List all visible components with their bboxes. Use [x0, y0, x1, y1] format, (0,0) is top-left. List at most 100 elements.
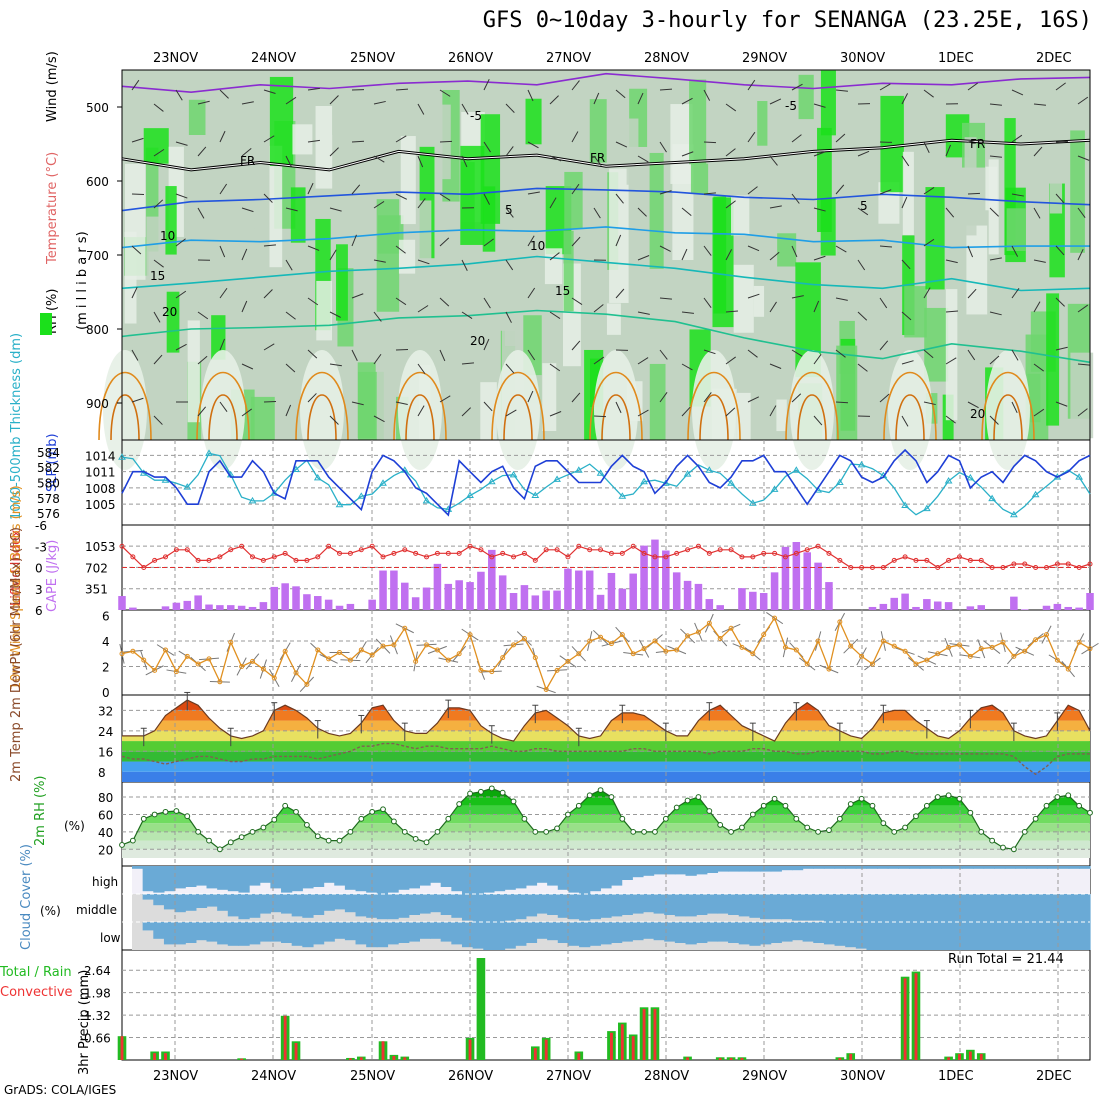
rh-dry-bubble — [496, 350, 540, 470]
cape-bar — [509, 593, 518, 610]
wind10-point — [695, 629, 701, 635]
cape-bar — [933, 601, 942, 610]
cloud-cell — [355, 866, 367, 892]
wind-barb — [1055, 140, 1069, 143]
wind-barb — [791, 193, 800, 204]
wind-barb — [527, 89, 534, 102]
rh-point — [434, 828, 441, 835]
cloud-cell — [270, 894, 282, 913]
rh-patch — [798, 74, 814, 120]
wind-barb — [901, 360, 914, 365]
li-point — [1076, 565, 1082, 570]
precip-conv-bar — [164, 1053, 167, 1060]
wind10-point — [511, 642, 517, 648]
wind-barb — [307, 139, 320, 143]
li-point — [478, 547, 484, 553]
precip-conv-bar — [979, 1053, 983, 1060]
li-tick: 3 — [35, 583, 43, 597]
wind10-point — [685, 633, 691, 639]
wind-barb — [461, 155, 468, 168]
cloud-cell — [898, 866, 910, 869]
cloud-cell — [919, 894, 931, 922]
wind-barb — [505, 146, 514, 157]
li-point — [163, 554, 169, 560]
wind-barb — [175, 343, 187, 351]
cloud-cell — [227, 894, 240, 917]
wind10-point — [402, 625, 408, 631]
rh-patch — [166, 291, 180, 353]
rh-point — [989, 837, 996, 844]
wind-barb — [461, 259, 468, 271]
wind-barb — [879, 189, 892, 195]
li-point — [141, 565, 147, 570]
rh-patch — [376, 361, 388, 440]
rh-patch — [820, 198, 836, 256]
rh-patch — [670, 104, 693, 184]
date-label-top: 27NOV — [546, 51, 591, 66]
cape-bar — [237, 605, 246, 610]
wind10-point — [467, 632, 473, 638]
wind10-label: 10m Wind Speed & Barbs (m/s) — [9, 485, 24, 690]
wind-barb — [571, 297, 583, 306]
thickness-point — [988, 494, 996, 502]
wind10-point — [141, 657, 147, 663]
cloud-cell — [355, 922, 367, 945]
wind-barb — [879, 340, 889, 351]
li-point — [728, 547, 734, 553]
wind-barb — [615, 401, 622, 414]
isotherm-25 — [295, 371, 349, 441]
wind-barb — [703, 297, 712, 308]
wind-barb — [439, 297, 450, 307]
cloud-cell — [962, 922, 974, 950]
cloud-cell — [621, 922, 633, 942]
cloud-cell — [440, 894, 452, 915]
isotherm-line — [121, 187, 1091, 212]
wind-barb — [219, 338, 225, 351]
wind10-point — [304, 681, 310, 687]
wind10-point — [152, 667, 158, 673]
li-point — [739, 554, 745, 560]
cloud-cell — [951, 894, 963, 922]
date-label-bottom: 1DEC — [938, 1069, 974, 1084]
wind10-point — [1076, 639, 1082, 645]
wind-barb — [373, 201, 385, 209]
thickness-tick: 580 — [37, 477, 60, 491]
precip-total-bar — [476, 958, 486, 1060]
wind-barb — [637, 92, 644, 105]
wind-barb — [131, 397, 144, 403]
wind-barb — [769, 251, 780, 261]
precip-total-label: Total / Rain — [0, 965, 72, 980]
wind10-point — [543, 686, 549, 692]
temp-band — [122, 771, 1090, 782]
rh-patch — [836, 345, 858, 440]
cape-bar — [738, 588, 746, 610]
wind-barb — [373, 100, 386, 105]
date-label-bottom: 26NOV — [448, 1069, 493, 1084]
temp-tick: 8 — [98, 766, 106, 780]
wind-barb — [549, 155, 562, 162]
wind-barb — [791, 245, 798, 258]
rh-point — [858, 795, 865, 802]
rh-patch — [626, 118, 639, 185]
wind-barb — [263, 135, 275, 143]
contour-label: 20 — [470, 334, 485, 348]
rh-point — [260, 824, 267, 831]
li-tick: -3 — [35, 540, 47, 554]
rh-point — [978, 828, 985, 835]
thickness-point — [509, 470, 518, 478]
rh-point — [934, 794, 941, 800]
cloud-cell — [781, 894, 793, 920]
wind-barb — [747, 349, 758, 358]
wind-barb — [505, 259, 514, 271]
wind-barb — [505, 311, 512, 323]
wind10-point — [989, 644, 995, 650]
cloud-cell — [770, 894, 782, 920]
contour-label: 20 — [162, 305, 177, 319]
temp-bands — [122, 700, 1090, 782]
li-point — [891, 557, 897, 563]
rh-patch — [609, 168, 629, 303]
li-point — [445, 550, 451, 556]
cloud-cell — [834, 894, 846, 922]
cloud-cell — [1068, 922, 1080, 950]
isotherm-30 — [405, 394, 435, 441]
